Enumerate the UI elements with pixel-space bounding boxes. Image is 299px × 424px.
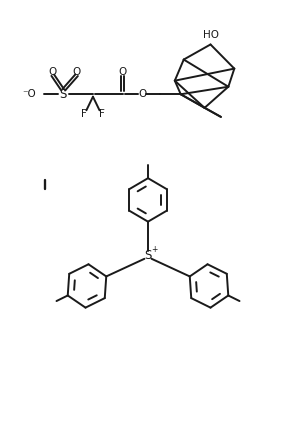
Text: O: O — [119, 67, 127, 77]
Text: O: O — [138, 89, 146, 99]
Text: +: + — [151, 245, 158, 254]
Text: O: O — [72, 67, 81, 77]
Text: ⁻O: ⁻O — [23, 89, 36, 99]
Text: HO: HO — [202, 31, 219, 40]
Text: F: F — [81, 109, 87, 119]
Text: S: S — [60, 88, 67, 101]
Text: F: F — [99, 109, 105, 119]
Text: S: S — [144, 249, 152, 262]
Text: O: O — [49, 67, 57, 77]
